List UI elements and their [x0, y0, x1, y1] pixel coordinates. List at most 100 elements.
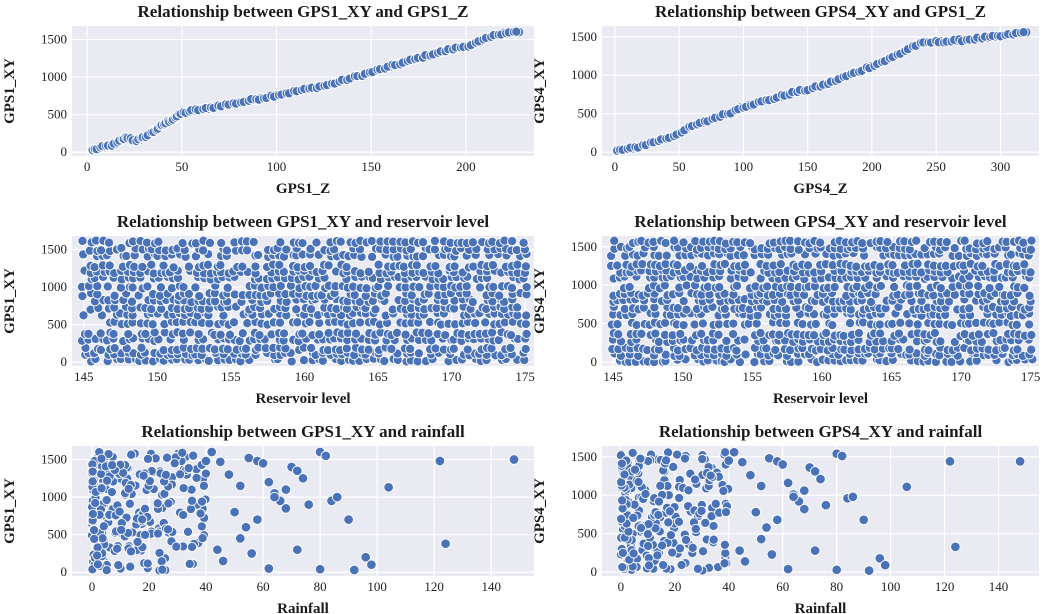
data-point: [664, 506, 675, 517]
data-point: [429, 235, 440, 246]
data-point: [248, 236, 259, 248]
data-point: [90, 497, 101, 509]
data-point: [636, 328, 647, 339]
data-point: [155, 282, 166, 293]
data-point: [370, 304, 381, 315]
data-point: [494, 290, 505, 301]
data-point: [613, 329, 624, 340]
data-point: [745, 469, 756, 481]
data-point: [136, 342, 147, 353]
data-point: [687, 542, 698, 553]
x-tick-label: 60: [257, 579, 270, 594]
data-point: [718, 485, 729, 496]
data-point: [782, 477, 794, 489]
data-point: [116, 242, 127, 254]
x-axis-label: Rainfall: [277, 601, 329, 614]
data-point: [263, 476, 275, 488]
data-point: [1014, 456, 1026, 467]
data-point: [836, 450, 848, 462]
x-tick-label: 20: [668, 579, 681, 594]
data-point: [685, 261, 696, 272]
data-point: [521, 282, 532, 293]
x-tick-label: 175: [515, 369, 535, 384]
data-point: [185, 504, 196, 515]
data-point: [274, 317, 286, 328]
data-point: [196, 496, 208, 507]
data-point: [692, 563, 703, 574]
x-tick-label: 145: [603, 369, 623, 384]
data-point: [196, 521, 207, 532]
data-point: [678, 320, 689, 331]
data-point: [92, 559, 103, 570]
data-point: [194, 291, 205, 302]
data-point: [719, 258, 730, 269]
data-point: [815, 473, 826, 485]
data-point: [77, 291, 88, 302]
data-point: [200, 468, 211, 479]
data-point: [462, 344, 473, 355]
data-point: [663, 517, 674, 528]
data-point: [739, 259, 751, 270]
data-point: [505, 330, 517, 341]
data-point: [678, 296, 689, 307]
data-point: [96, 483, 107, 494]
data-point: [440, 330, 451, 341]
data-point: [624, 281, 635, 293]
data-point: [366, 235, 377, 247]
y-tick-label: 500: [48, 107, 68, 122]
data-point: [672, 260, 683, 271]
data-point: [77, 235, 88, 246]
x-tick-label: 140: [989, 579, 1009, 594]
data-point: [770, 344, 781, 356]
data-point: [434, 455, 446, 467]
data-point: [520, 343, 531, 355]
data-point: [108, 328, 119, 340]
data-point: [246, 548, 257, 559]
data-point: [157, 564, 168, 575]
data-point: [633, 476, 644, 487]
data-point: [137, 514, 148, 525]
x-tick-label: 50: [673, 159, 686, 174]
data-point: [355, 317, 366, 328]
data-point: [163, 498, 174, 509]
chart-gps4-z: 0 50 100 150 200 250 300 0 500 1000 1500 Relationsh…: [532, 2, 1039, 197]
data-point: [728, 318, 739, 329]
data-point: [280, 484, 292, 495]
data-point: [619, 469, 630, 480]
data-point: [331, 491, 343, 503]
data-point: [893, 344, 904, 355]
chart-gps4-rain: 0 20 40 60 80 100 120 140 0 500 1000 1500 Relationsh…: [532, 422, 1039, 614]
data-point: [680, 534, 692, 545]
data-point: [858, 514, 869, 526]
data-point: [665, 530, 676, 541]
data-point: [487, 327, 498, 338]
data-point: [400, 329, 411, 340]
data-point: [874, 553, 886, 564]
data-point: [235, 480, 246, 492]
data-point: [304, 260, 316, 272]
data-point: [320, 450, 332, 462]
y-tick-label: 1500: [571, 239, 597, 254]
data-point: [713, 329, 724, 340]
data-point: [1025, 244, 1036, 255]
data-point: [193, 329, 204, 340]
data-point: [169, 458, 180, 469]
data-point: [158, 260, 169, 271]
data-point: [721, 335, 732, 346]
data-point: [697, 546, 709, 557]
data-point: [947, 320, 958, 331]
data-point: [944, 456, 956, 467]
data-point: [355, 268, 366, 279]
data-point: [137, 261, 148, 272]
data-point: [109, 290, 120, 301]
data-point: [144, 476, 155, 487]
data-point: [673, 516, 685, 527]
data-point: [1024, 290, 1035, 301]
data-point: [237, 261, 248, 272]
data-point: [215, 329, 226, 340]
data-point: [304, 316, 315, 328]
data-point: [152, 528, 164, 539]
data-point: [146, 259, 157, 270]
data-point: [87, 466, 98, 477]
data-point: [222, 344, 233, 355]
